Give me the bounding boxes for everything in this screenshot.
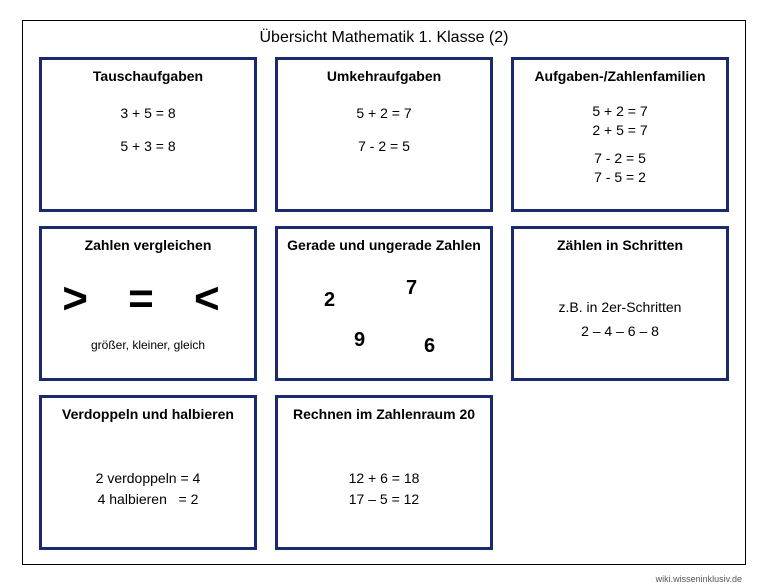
equation-group: 7 - 2 = 5 7 - 5 = 2 [594,149,646,188]
worksheet-frame: Übersicht Mathematik 1. Klasse (2) Tausc… [22,20,746,565]
equation-line: 12 + 6 = 18 [349,468,420,489]
card-zahlenfamilien: Aufgaben-/Zahlenfamilien 5 + 2 = 7 2 + 5… [511,57,729,212]
card-title: Zahlen vergleichen [85,237,212,255]
equation-line: 2 + 5 = 7 [592,121,647,141]
card-vergleichen: Zahlen vergleichen > = < größer, kleiner… [39,226,257,381]
scatter-number: 6 [424,329,435,363]
card-title: Gerade und ungerade Zahlen [287,237,481,255]
equation-line: 7 - 2 = 5 [594,149,646,169]
card-body: 5 + 2 = 7 2 + 5 = 7 7 - 2 = 5 7 - 5 = 2 [520,102,720,202]
compare-caption: größer, kleiner, gleich [91,335,205,355]
equation-line: 5 + 2 = 7 [592,102,647,122]
equation-line: 5 + 3 = 8 [120,135,175,159]
equation-group: 5 + 2 = 7 2 + 5 = 7 [592,102,647,141]
equation-line: 7 - 5 = 2 [594,168,646,188]
card-grid: Tauschaufgaben 3 + 5 = 8 5 + 3 = 8 Umkeh… [23,57,745,550]
number-scatter: 2 7 9 6 [284,271,484,361]
card-title: Tauschaufgaben [93,68,203,86]
equation-line: 17 – 5 = 12 [349,489,419,510]
card-title: Aufgaben-/Zahlenfamilien [534,68,705,86]
card-body: > = < größer, kleiner, gleich [48,271,248,371]
card-body: 12 + 6 = 18 17 – 5 = 12 [284,440,484,540]
text-line: 2 – 4 – 6 – 8 [581,320,659,344]
scatter-number: 2 [324,283,335,317]
card-schritte: Zählen in Schritten z.B. in 2er-Schritte… [511,226,729,381]
card-tauschaufgaben: Tauschaufgaben 3 + 5 = 8 5 + 3 = 8 [39,57,257,212]
card-gerade-ungerade: Gerade und ungerade Zahlen 2 7 9 6 [275,226,493,381]
card-body: 2 verdoppeln = 4 4 halbieren = 2 [48,440,248,540]
card-umkehraufgaben: Umkehraufgaben 5 + 2 = 7 7 - 2 = 5 [275,57,493,212]
equation-line: 7 - 2 = 5 [358,135,410,159]
card-title: Verdoppeln und halbieren [62,406,234,424]
card-body: 5 + 2 = 7 7 - 2 = 5 [284,102,484,202]
card-title: Zählen in Schritten [557,237,683,255]
card-verdoppeln: Verdoppeln und halbieren 2 verdoppeln = … [39,395,257,550]
equation-line: 2 verdoppeln = 4 [96,468,201,489]
scatter-number: 7 [406,271,417,305]
equation-line: 4 halbieren = 2 [98,489,199,510]
card-zahlenraum20: Rechnen im Zahlenraum 20 12 + 6 = 18 17 … [275,395,493,550]
card-title: Rechnen im Zahlenraum 20 [293,406,475,424]
card-title: Umkehraufgaben [327,68,441,86]
text-line: z.B. in 2er-Schritten [559,296,682,320]
equation-line: 3 + 5 = 8 [120,102,175,126]
equation-line: 5 + 2 = 7 [356,102,411,126]
page-title: Übersicht Mathematik 1. Klasse (2) [23,29,745,47]
watermark-text: wiki.wisseninklusiv.de [656,574,742,584]
card-body: z.B. in 2er-Schritten 2 – 4 – 6 – 8 [520,271,720,371]
compare-symbols: > = < [62,277,234,321]
card-body: 3 + 5 = 8 5 + 3 = 8 [48,102,248,202]
card-body: 2 7 9 6 [284,271,484,371]
scatter-number: 9 [354,323,365,357]
